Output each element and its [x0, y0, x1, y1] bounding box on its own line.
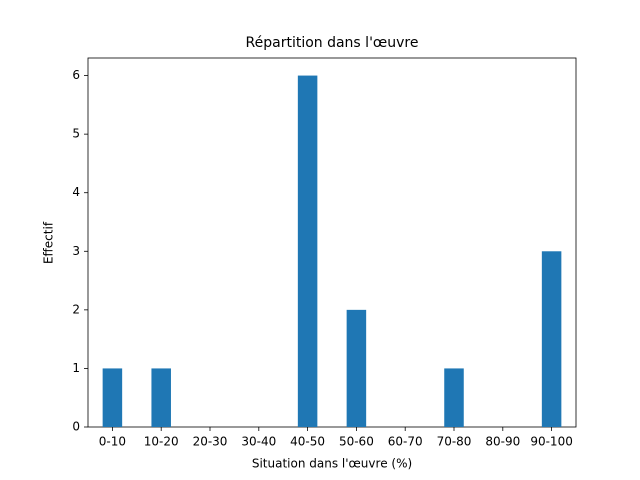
y-tick-label: 1 — [72, 361, 80, 375]
bar — [102, 368, 123, 427]
x-tick-label: 30-40 — [241, 435, 276, 449]
x-tick-label: 50-60 — [339, 435, 374, 449]
y-tick-label: 4 — [72, 185, 80, 199]
bar — [444, 368, 464, 427]
x-tick-label: 90-100 — [530, 435, 573, 449]
x-tick-label: 80-90 — [485, 435, 520, 449]
bar — [346, 309, 367, 427]
x-tick-label: 70-80 — [437, 435, 472, 449]
x-tick-label: 40-50 — [290, 435, 325, 449]
x-tick-label: 10-20 — [144, 435, 179, 449]
y-tick-label: 0 — [72, 420, 80, 434]
y-tick-label: 2 — [72, 302, 80, 316]
chart-title: Répartition dans l'œuvre — [246, 35, 419, 51]
axes-frame — [87, 57, 577, 428]
x-tick-label: 0-10 — [99, 435, 126, 449]
bar — [541, 251, 562, 427]
y-tick-label: 3 — [72, 244, 80, 258]
x-axis-label: Situation dans l'œuvre (%) — [252, 457, 412, 471]
bar — [297, 75, 318, 428]
y-tick-label: 6 — [72, 68, 80, 82]
y-axis-label: Effectif — [42, 221, 56, 264]
y-tick-label: 5 — [72, 127, 80, 141]
bar — [151, 368, 171, 427]
x-tick-label: 60-70 — [388, 435, 423, 449]
x-tick-label: 20-30 — [193, 435, 228, 449]
